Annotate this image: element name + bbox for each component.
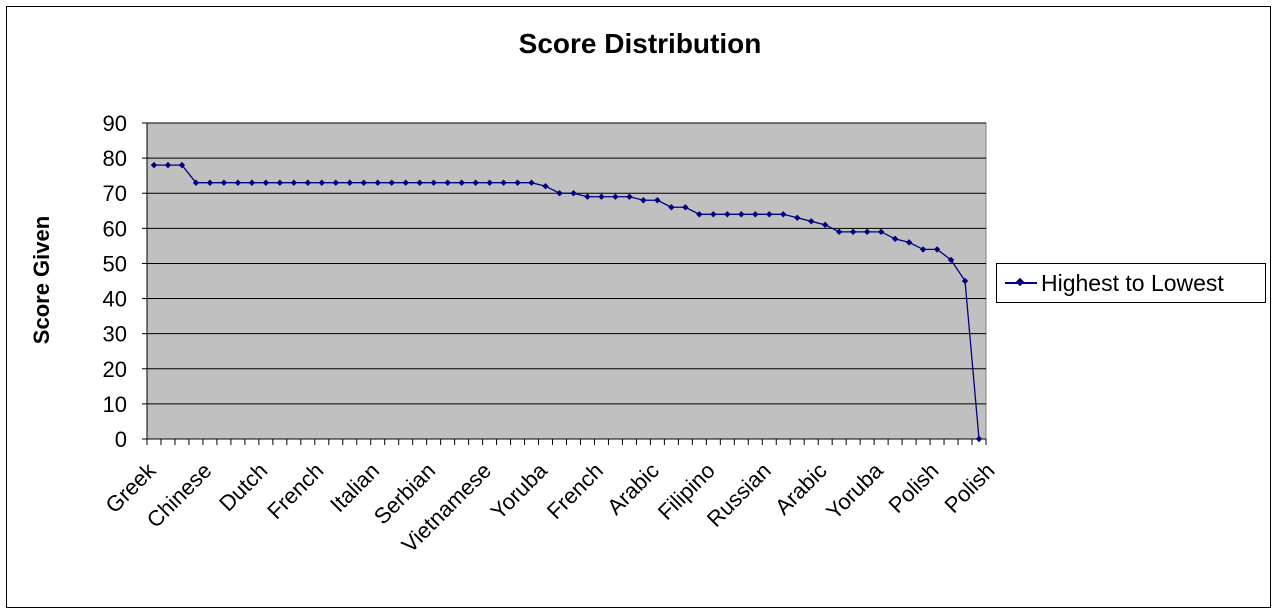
- data-point: [961, 277, 969, 285]
- x-tick-label: Arabic: [602, 458, 664, 520]
- data-point: [724, 211, 731, 218]
- x-tick-label: Yoruba: [821, 457, 888, 524]
- data-point: [458, 179, 465, 186]
- data-point: [877, 228, 885, 236]
- data-point: [150, 161, 158, 169]
- data-point: [486, 179, 493, 186]
- data-point: [332, 179, 339, 186]
- data-point: [304, 179, 312, 186]
- data-point: [542, 183, 549, 190]
- data-point: [514, 179, 521, 186]
- data-point: [318, 179, 325, 186]
- data-point: [192, 179, 200, 186]
- data-point: [430, 179, 437, 186]
- data-point: [178, 161, 186, 169]
- data-point: [640, 197, 647, 204]
- x-tick-label: French: [542, 458, 608, 524]
- data-point: [374, 179, 381, 186]
- data-point: [584, 193, 591, 200]
- y-tick-label: 70: [103, 181, 127, 206]
- plot-area: [146, 122, 987, 440]
- data-point: [682, 204, 689, 211]
- data-point: [696, 211, 703, 218]
- data-point: [556, 190, 563, 197]
- data-point: [500, 179, 507, 186]
- data-point: [863, 228, 871, 236]
- y-tick-label: 90: [103, 111, 127, 136]
- data-point: [794, 214, 801, 221]
- data-point: [808, 218, 815, 225]
- y-tick-label: 60: [103, 216, 127, 241]
- data-point: [528, 179, 535, 186]
- data-point: [905, 239, 913, 246]
- data-point: [598, 193, 605, 200]
- data-point: [835, 228, 843, 236]
- data-point: [444, 179, 451, 186]
- legend-line-marker-icon: [1001, 263, 1041, 303]
- data-point: [654, 197, 661, 204]
- data-point: [975, 435, 983, 443]
- data-point: [290, 179, 298, 186]
- y-tick-label: 10: [103, 392, 127, 417]
- chart-title: Score Distribution: [518, 28, 762, 59]
- x-tick-label: Polish: [884, 458, 944, 518]
- legend: Highest to Lowest: [996, 263, 1266, 303]
- data-point: [346, 179, 353, 186]
- data-point: [710, 211, 717, 218]
- data-point: [248, 179, 256, 186]
- y-tick-label: 40: [103, 287, 127, 312]
- data-point: [780, 211, 787, 218]
- x-tick-label: French: [262, 458, 328, 524]
- y-tick-label: 50: [103, 251, 127, 276]
- data-point: [668, 204, 675, 211]
- y-tick-label: 80: [103, 146, 127, 171]
- data-point: [919, 246, 927, 253]
- data-point: [220, 179, 228, 186]
- data-point: [891, 235, 899, 243]
- data-point: [849, 228, 857, 236]
- data-point: [821, 221, 829, 229]
- data-point: [766, 211, 773, 218]
- x-tick-label: Polish: [939, 458, 999, 518]
- data-point: [262, 179, 270, 186]
- data-point: [164, 161, 172, 169]
- y-tick-label: 0: [115, 427, 127, 452]
- x-tick-label: Arabic: [770, 458, 832, 520]
- data-point: [206, 179, 214, 186]
- data-point: [388, 179, 395, 186]
- data-point: [276, 179, 284, 186]
- data-point: [234, 179, 242, 186]
- data-point: [416, 179, 423, 186]
- y-tick-label: 30: [103, 322, 127, 347]
- data-point: [612, 193, 619, 200]
- data-point: [402, 179, 409, 186]
- data-point: [360, 179, 367, 186]
- data-point: [626, 193, 633, 200]
- data-point: [570, 190, 577, 197]
- legend-series-label: Highest to Lowest: [1041, 269, 1224, 296]
- data-point: [752, 211, 759, 218]
- x-tick-label: Yoruba: [486, 457, 553, 524]
- data-point: [472, 179, 479, 186]
- data-point: [933, 246, 941, 253]
- y-tick-label: 20: [103, 357, 127, 382]
- data-point: [947, 256, 955, 264]
- data-point: [738, 211, 745, 218]
